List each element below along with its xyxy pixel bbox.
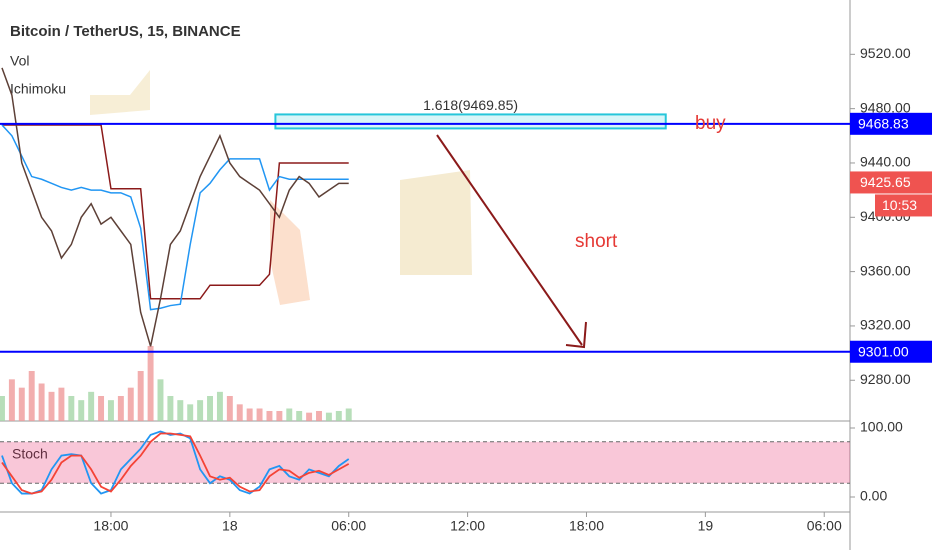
legend-item: Ichimoku — [10, 81, 66, 97]
x-tick-label: 06:00 — [807, 518, 842, 534]
legend-item: Vol — [10, 53, 29, 69]
level-box — [850, 112, 932, 135]
volume-bar — [127, 387, 134, 421]
level-label: 9468.83 — [858, 116, 909, 132]
stoch-d — [1, 432, 350, 495]
volume-bar — [88, 391, 95, 421]
volume-bar — [68, 396, 75, 421]
fib-label: 1.618(9469.85) — [423, 97, 518, 113]
x-tick-label: 18:00 — [93, 518, 128, 534]
cloud — [270, 200, 310, 305]
level-box — [850, 340, 932, 363]
countdown-box — [875, 194, 932, 217]
y-tick-label: 9520.00 — [860, 45, 911, 61]
volume-bar — [18, 387, 25, 421]
cloud — [90, 70, 150, 115]
annotation: short — [575, 231, 618, 252]
y-tick-label: 9480.00 — [860, 99, 911, 115]
volume-bar — [78, 400, 85, 421]
volume-bar — [345, 408, 352, 421]
volume-bar — [187, 404, 194, 421]
volume-bar — [117, 396, 124, 421]
kijun-line — [1, 124, 349, 300]
volume-bar — [0, 396, 5, 421]
x-tick-label: 12:00 — [450, 518, 485, 534]
volume-bar — [256, 408, 263, 421]
volume-bar — [107, 400, 114, 421]
volume-bar — [316, 411, 322, 421]
volume-bar — [236, 404, 243, 421]
x-tick-label: 19 — [698, 518, 714, 534]
x-tick-label: 06:00 — [331, 518, 366, 534]
y-tick-label: 9280.00 — [860, 371, 911, 387]
volume-bar — [306, 412, 313, 421]
legend-item: Stoch — [12, 446, 48, 462]
y-tick-label: 9360.00 — [860, 262, 911, 278]
y-tick-label: 9320.00 — [860, 317, 911, 333]
volume-bar — [276, 411, 283, 421]
volume-bar — [58, 387, 65, 421]
countdown-label: 10:53 — [882, 197, 917, 213]
volume-bar — [286, 408, 293, 421]
tenkan-line — [1, 124, 349, 311]
last-price-label: 9425.65 — [860, 174, 911, 190]
volume-bar — [296, 411, 303, 421]
x-tick-label: 18 — [222, 518, 238, 534]
volume-bar — [98, 396, 105, 421]
volume-bar — [197, 400, 204, 421]
volume-bar — [246, 408, 253, 421]
arrow — [436, 134, 583, 346]
volume-bar — [335, 411, 342, 421]
y-tick-label: 9440.00 — [860, 154, 911, 170]
volume-bar — [38, 383, 45, 421]
volume-bar — [157, 379, 164, 421]
volume-bar — [177, 400, 184, 421]
volume-bar — [266, 411, 273, 421]
fib-box — [274, 113, 667, 130]
x-tick-label: 18:00 — [569, 518, 604, 534]
volume-bar — [167, 396, 174, 421]
price-line — [1, 67, 349, 347]
cloud — [400, 170, 472, 275]
volume-bar — [48, 391, 55, 421]
volume-bar — [325, 412, 332, 421]
level-label: 9301.00 — [858, 343, 909, 359]
volume-bar — [216, 391, 223, 421]
volume-bar — [8, 379, 15, 421]
price-box — [850, 171, 932, 194]
volume-bar — [137, 371, 144, 421]
y-tick-label: 100.00 — [860, 419, 903, 435]
volume-bar — [226, 396, 233, 421]
volume-bar — [147, 346, 154, 421]
volume-bar — [207, 396, 213, 421]
volume-bar — [28, 371, 35, 421]
y-tick-label: 0.00 — [860, 488, 887, 504]
arrow-head — [565, 321, 587, 349]
chart-title: Bitcoin / TetherUS, 15, BINANCE — [10, 23, 241, 40]
level-note: buy — [695, 113, 726, 134]
